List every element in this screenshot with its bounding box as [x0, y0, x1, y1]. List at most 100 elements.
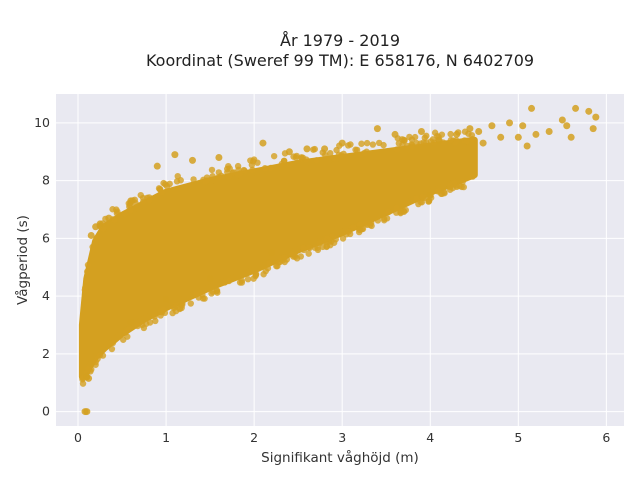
x-tick-label: 2 [250, 430, 258, 445]
data-point [380, 141, 387, 149]
data-point [418, 193, 426, 201]
data-point [459, 178, 466, 186]
data-point [488, 122, 496, 130]
data-point [238, 279, 246, 286]
data-point [298, 154, 305, 161]
data-point [268, 249, 276, 257]
data-point [89, 243, 96, 251]
data-point [469, 173, 476, 180]
data-point [528, 104, 536, 112]
data-point [406, 133, 413, 141]
data-point [81, 286, 89, 294]
data-point [391, 130, 399, 138]
data-point [331, 154, 338, 162]
data-point [280, 157, 288, 165]
data-point [374, 217, 382, 224]
data-point [83, 277, 90, 285]
data-point [310, 146, 317, 153]
data-point [339, 235, 347, 242]
data-point [125, 326, 132, 333]
data-point [137, 191, 144, 199]
data-point [381, 217, 388, 224]
x-axis-title: Signifikant våghöjd (m) [261, 449, 419, 466]
data-point [338, 139, 346, 147]
data-point [373, 125, 381, 133]
data-point [572, 104, 580, 112]
data-point [113, 206, 120, 213]
chart-title-line-1: År 1979 - 2019 [280, 31, 400, 50]
data-point [435, 136, 443, 144]
data-point [567, 133, 575, 141]
data-point [514, 133, 522, 141]
data-point [105, 214, 113, 222]
data-point [124, 333, 131, 340]
y-tick-label: 2 [42, 346, 50, 361]
data-point [158, 189, 165, 196]
data-point [83, 408, 91, 416]
data-point [429, 136, 437, 143]
data-point [313, 157, 320, 164]
data-point [206, 275, 214, 283]
data-point [426, 191, 434, 199]
data-point [261, 165, 269, 172]
data-points [78, 104, 600, 416]
data-point [153, 162, 161, 170]
data-point [127, 197, 135, 205]
data-point [367, 219, 375, 226]
data-point [208, 166, 216, 174]
data-point [93, 234, 101, 242]
x-tick-label: 1 [162, 430, 170, 445]
data-point [506, 119, 514, 127]
data-point [79, 380, 87, 387]
data-point [363, 139, 371, 147]
data-point [163, 182, 171, 190]
data-point [209, 173, 216, 180]
data-point [179, 299, 186, 307]
data-point [369, 141, 377, 148]
data-point [190, 176, 197, 183]
data-point [252, 271, 260, 278]
data-point [285, 148, 293, 156]
data-point [458, 183, 465, 191]
x-tick-label: 4 [426, 430, 434, 445]
x-tick-label: 0 [74, 430, 82, 445]
data-point [497, 133, 505, 141]
data-point [420, 139, 427, 146]
data-point [225, 173, 233, 180]
data-point [519, 122, 527, 130]
data-point [234, 162, 242, 170]
data-point [563, 122, 571, 130]
data-point [290, 153, 297, 160]
data-point [140, 198, 147, 205]
data-point [270, 152, 278, 160]
data-point [411, 133, 419, 141]
y-tick-label: 10 [34, 115, 50, 130]
data-point [415, 200, 422, 208]
data-point [532, 130, 540, 138]
data-point [127, 318, 135, 326]
data-point [162, 295, 170, 303]
data-point [96, 220, 104, 228]
data-point [87, 231, 95, 239]
data-point [108, 345, 116, 353]
data-point [221, 279, 228, 286]
data-point [85, 374, 93, 382]
data-point [84, 261, 92, 269]
data-point [264, 265, 272, 272]
data-point [449, 184, 456, 192]
data-point [126, 203, 133, 210]
data-point [244, 276, 252, 283]
data-point [84, 365, 92, 373]
data-point [230, 169, 237, 176]
data-point [385, 208, 392, 216]
data-point [452, 137, 460, 144]
data-point [469, 135, 476, 143]
data-point [350, 224, 357, 231]
data-point [260, 271, 267, 278]
data-point [140, 324, 148, 332]
data-point [173, 178, 181, 185]
data-point [330, 239, 338, 246]
data-point [172, 307, 180, 315]
data-point [585, 107, 593, 115]
data-point [479, 139, 487, 147]
